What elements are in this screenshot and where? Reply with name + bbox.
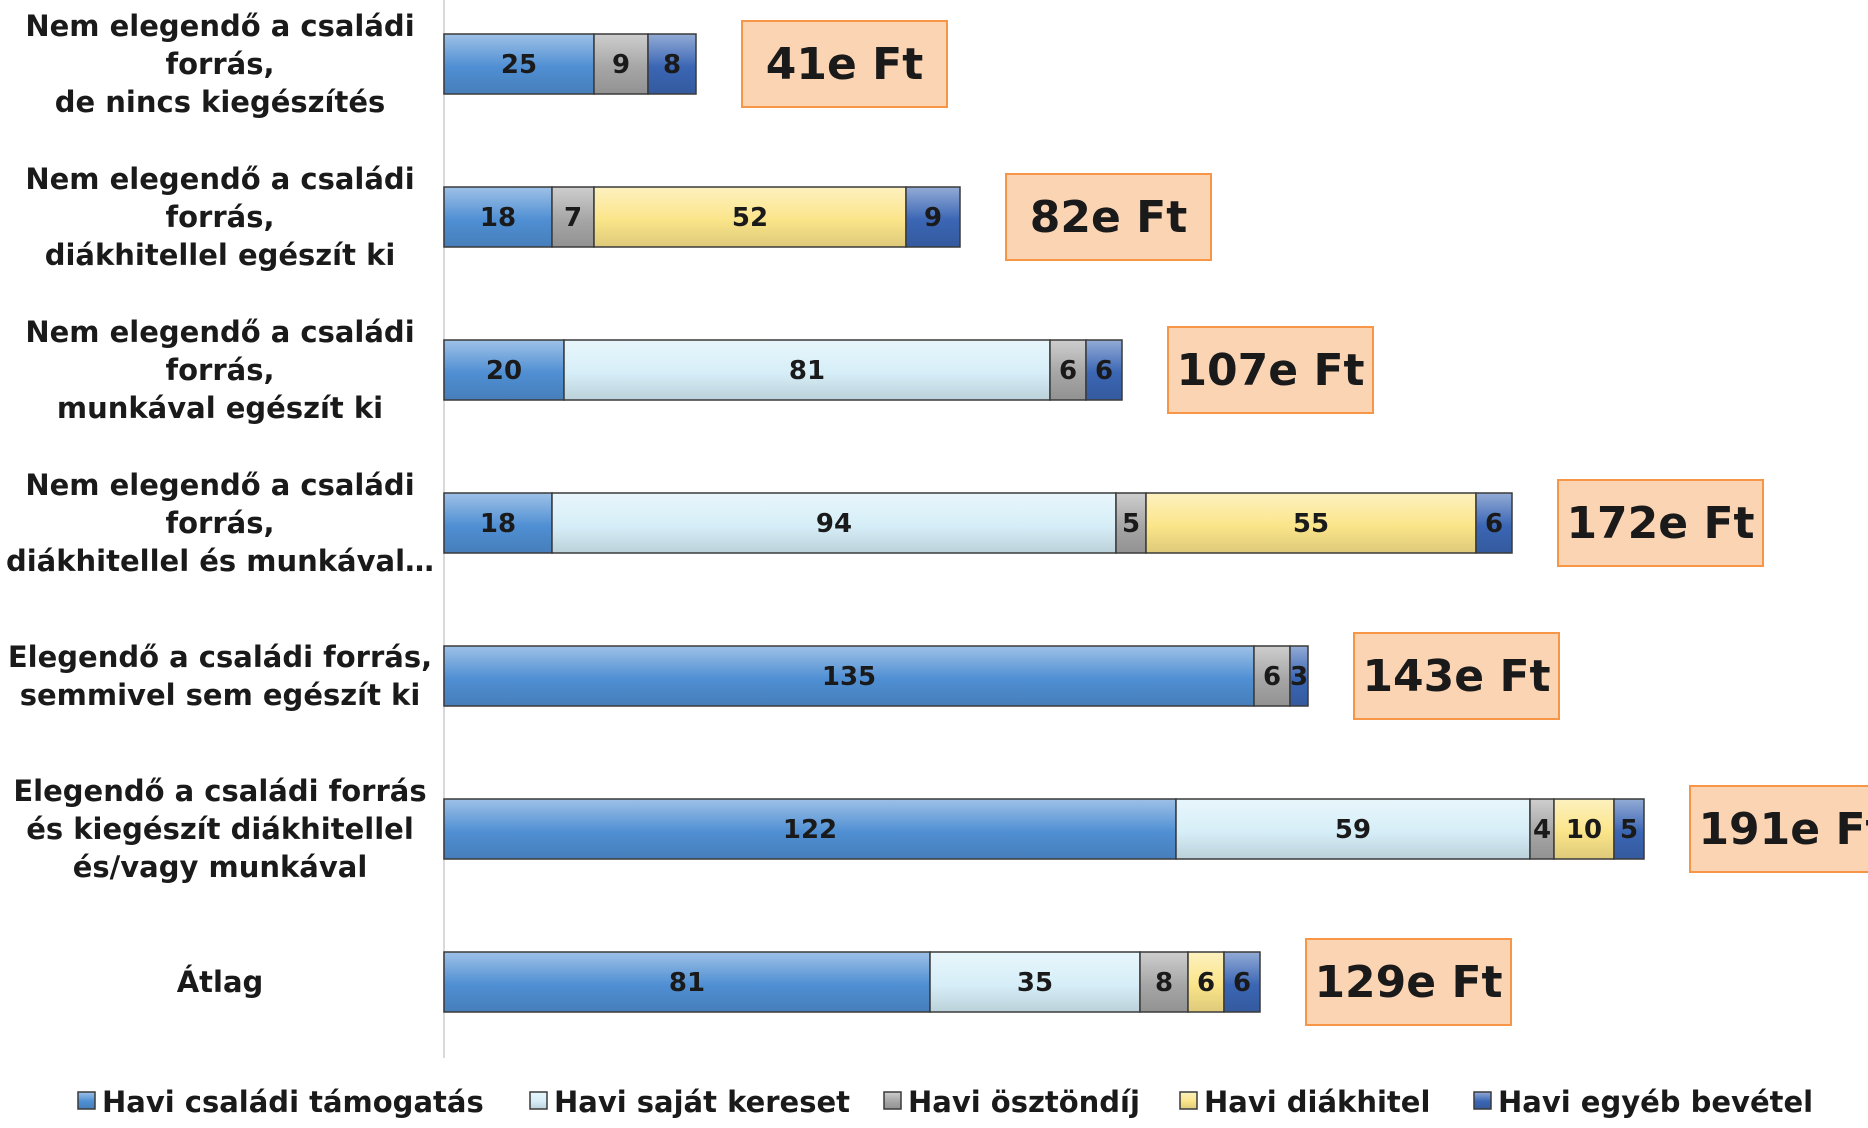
total-box (1689, 785, 1868, 873)
data-label: 6 (1485, 509, 1503, 539)
legend: Havi családi támogatás Havi saját kereset… (77, 1085, 1813, 1119)
bar-segment (443, 186, 553, 248)
category-label: Nem elegendő a családi forrás, diákhitelle… (6, 468, 434, 578)
data-label: 10 (1566, 815, 1602, 845)
bar-segment (443, 645, 1255, 707)
data-label: 5 (1122, 509, 1140, 539)
total-label: 172e Ft (1566, 498, 1754, 549)
category-label: Elegendő a családi forrás, semmivel sem e… (8, 640, 432, 712)
data-label: 25 (501, 50, 537, 80)
category-label: Nem elegendő a családi forrás, de nincs ki… (25, 9, 414, 119)
bar-segment (1145, 492, 1477, 554)
data-label: 6 (1263, 662, 1281, 692)
total-label: 129e Ft (1314, 957, 1502, 1008)
data-label: 81 (669, 968, 705, 998)
bar-segment (1475, 492, 1513, 554)
data-label: 18 (480, 203, 516, 233)
legend-label: Havi egyéb bevétel (1498, 1085, 1813, 1119)
data-label: 8 (663, 50, 681, 80)
bar-segment (443, 492, 553, 554)
total-box (1353, 632, 1560, 720)
total-box (1167, 326, 1374, 414)
total-label: 143e Ft (1362, 651, 1550, 702)
category-label: Elegendő a családi forrás és kiegészít di… (13, 774, 426, 884)
total-box (1005, 173, 1212, 261)
bar-segment (551, 492, 1117, 554)
data-label: 3 (1290, 662, 1308, 692)
data-label: 8 (1155, 968, 1173, 998)
category-labels: Nem elegendő a családi forrás, de nincs ki… (6, 9, 434, 999)
data-label: 81 (789, 356, 825, 386)
bar-segment (593, 33, 649, 95)
bar-segment (929, 951, 1141, 1013)
data-label: 7 (564, 203, 582, 233)
bar-segment (1049, 339, 1087, 401)
legend-label: Havi saját kereset (554, 1085, 850, 1119)
legend-swatch (529, 1091, 548, 1110)
legend-swatch (77, 1091, 96, 1110)
bar-segment (563, 339, 1051, 401)
bar-segment (905, 186, 961, 248)
data-label: 122 (783, 815, 837, 845)
total-label: 82e Ft (1030, 192, 1187, 243)
legend-swatch (883, 1091, 902, 1110)
total-boxes: 41e Ft 82e Ft 107e Ft 172e Ft 143e Ft 191e Ft… (741, 20, 1868, 1026)
data-label: 6 (1059, 356, 1077, 386)
data-label: 35 (1017, 968, 1053, 998)
bar-segment (1085, 339, 1123, 401)
bar-segment (593, 186, 907, 248)
category-label: Nem elegendő a családi forrás, diákhitelle… (25, 162, 414, 272)
bar-segment (647, 33, 697, 95)
bar-segment (1175, 798, 1531, 860)
data-label: 59 (1335, 815, 1371, 845)
data-label: 4 (1533, 815, 1551, 845)
total-label: 41e Ft (766, 39, 923, 90)
legend-swatch (1473, 1091, 1492, 1110)
data-label: 9 (924, 203, 942, 233)
total-box (741, 20, 948, 108)
total-box (1305, 938, 1512, 1026)
data-label: 5 (1620, 815, 1638, 845)
total-label: 191e Ft (1698, 804, 1868, 855)
legend-swatch (1179, 1091, 1198, 1110)
data-label: 135 (822, 662, 876, 692)
bar-segment (1613, 798, 1645, 860)
bar-segment (1289, 645, 1309, 707)
data-label: 18 (480, 509, 516, 539)
data-label: 52 (732, 203, 768, 233)
data-label: 20 (486, 356, 522, 386)
data-label: 55 (1293, 509, 1329, 539)
data-label: 94 (816, 509, 852, 539)
legend-label: Havi családi támogatás (102, 1085, 484, 1119)
total-label: 107e Ft (1176, 345, 1364, 396)
data-label: 6 (1233, 968, 1251, 998)
data-label: 6 (1197, 968, 1215, 998)
bar-segment (1223, 951, 1261, 1013)
legend-label: Havi ösztöndíj (908, 1085, 1140, 1119)
bar-segment (1553, 798, 1615, 860)
category-label: Átlag (177, 965, 264, 999)
legend-label: Havi diákhitel (1204, 1085, 1430, 1119)
category-label: Nem elegendő a családi forrás, munkával eg… (25, 315, 414, 425)
bar-segment (1187, 951, 1225, 1013)
data-label: 9 (612, 50, 630, 80)
total-box (1557, 479, 1764, 567)
data-label: 6 (1095, 356, 1113, 386)
bar-segment (551, 186, 595, 248)
